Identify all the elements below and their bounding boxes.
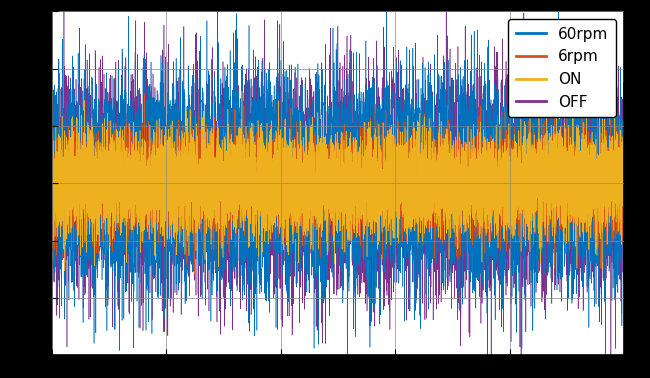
Line: 6rpm: 6rpm [52,92,624,274]
ON [590,152,598,156]
6rpm [620,187,628,191]
ON [48,230,56,235]
60rpm [620,261,628,266]
OFF [48,156,56,161]
OFF [590,160,597,165]
ON [620,172,628,177]
60rpm [328,116,335,121]
OFF [51,217,58,222]
Line: ON: ON [52,91,624,294]
6rpm [160,185,168,190]
Legend: 60rpm, 6rpm, ON, OFF: 60rpm, 6rpm, ON, OFF [508,19,616,117]
Line: OFF: OFF [52,0,624,378]
6rpm [83,187,90,191]
OFF [160,184,168,188]
ON [51,178,58,183]
ON [238,89,246,93]
60rpm [48,215,56,219]
60rpm [72,181,79,186]
ON [83,181,90,185]
60rpm [83,167,90,171]
Line: 60rpm: 60rpm [52,0,624,374]
6rpm [328,208,335,212]
6rpm [48,172,56,177]
OFF [620,149,628,153]
ON [328,157,335,162]
60rpm [160,180,168,185]
ON [194,292,202,296]
ON [160,201,168,206]
60rpm [601,372,609,376]
OFF [328,149,335,153]
OFF [83,203,90,208]
ON [72,182,79,186]
6rpm [72,203,79,208]
60rpm [51,175,58,180]
6rpm [190,271,198,276]
6rpm [538,90,545,94]
6rpm [51,158,58,162]
6rpm [590,164,598,168]
60rpm [590,232,597,237]
OFF [72,164,79,169]
